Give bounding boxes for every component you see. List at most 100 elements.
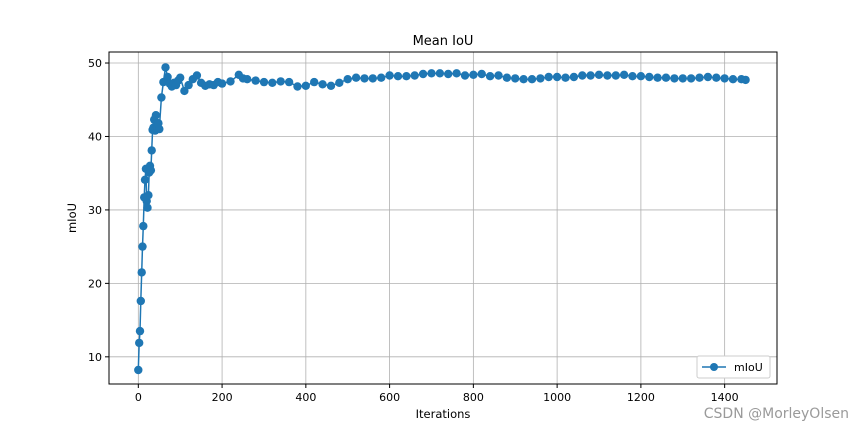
watermark: CSDN @MorleyOlsen [703, 406, 849, 422]
data-point [268, 78, 277, 88]
data-point [695, 73, 704, 82]
data-point [619, 70, 629, 80]
data-point [136, 296, 145, 306]
data-point [728, 75, 738, 84]
data-point [144, 191, 153, 200]
x-tick-label: 400 [295, 391, 316, 404]
data-point [741, 75, 750, 85]
data-point [670, 74, 679, 83]
data-point [135, 326, 145, 336]
data-point [452, 69, 461, 78]
y-tick-label: 50 [88, 57, 102, 70]
data-point [310, 77, 319, 87]
data-point [485, 72, 495, 81]
data-point [686, 74, 696, 83]
data-point [611, 71, 620, 80]
data-point [138, 242, 147, 251]
data-point [157, 93, 166, 102]
y-axis-label: mIoU [65, 203, 79, 233]
data-point [259, 77, 269, 87]
y-tick-label: 30 [88, 204, 102, 217]
data-point [155, 124, 164, 134]
y-tick-label: 40 [88, 130, 102, 143]
x-tick-label: 200 [212, 391, 233, 404]
legend-marker [710, 363, 718, 371]
data-point [192, 71, 202, 80]
data-point [402, 72, 411, 81]
data-point [377, 73, 386, 82]
x-tick-label: 1400 [711, 391, 739, 404]
data-point [343, 75, 352, 84]
data-point [243, 75, 252, 84]
x-tick-label: 600 [379, 391, 400, 404]
data-point [569, 72, 579, 82]
data-point [147, 146, 156, 155]
data-point [703, 72, 713, 82]
data-point [636, 72, 646, 81]
data-point [603, 71, 612, 80]
data-point [527, 75, 537, 84]
data-point [161, 63, 170, 72]
data-point [511, 74, 520, 83]
data-point [712, 73, 721, 82]
legend: mIoU [696, 355, 771, 379]
y-tick-label: 10 [88, 351, 102, 364]
data-point [301, 81, 310, 91]
data-point [469, 70, 478, 80]
data-point [360, 74, 369, 83]
data-point [418, 69, 428, 79]
data-point [146, 166, 156, 175]
data-point [137, 268, 146, 277]
data-point [393, 72, 403, 81]
data-point [494, 71, 503, 80]
y-axis-ticks: 10 20 30 40 50 [88, 57, 109, 364]
data-point [251, 76, 260, 85]
data-point [594, 70, 604, 80]
data-point [444, 69, 453, 79]
data-point [536, 74, 545, 83]
data-point [226, 77, 235, 86]
x-tick-label: 800 [463, 391, 484, 404]
data-point [661, 73, 671, 82]
data-point [217, 79, 227, 88]
x-tick-label: 1000 [543, 391, 571, 404]
data-point [140, 175, 150, 184]
data-point [335, 78, 344, 88]
data-point [139, 221, 148, 231]
data-point [163, 72, 172, 82]
legend-label: mIoU [734, 361, 763, 374]
chart-title: Mean IoU [413, 34, 474, 49]
data-point [368, 74, 377, 83]
data-point [385, 71, 394, 80]
data-point [502, 73, 512, 82]
data-point [586, 71, 595, 80]
data-point [628, 72, 637, 81]
x-axis-ticks: 0 200 400 600 800 1000 1200 1400 [135, 384, 739, 404]
data-point [435, 69, 445, 78]
data-point [318, 80, 327, 89]
data-point [720, 74, 729, 83]
gridlines [109, 52, 777, 384]
axes-frame [108, 51, 778, 385]
data-point [552, 72, 562, 82]
data-point [143, 203, 152, 212]
plot-area [134, 63, 750, 375]
y-tick-label: 20 [88, 277, 102, 290]
data-point [293, 82, 302, 91]
data-point [519, 75, 528, 84]
x-tick-label: 0 [135, 391, 142, 404]
data-point [134, 365, 143, 375]
data-point [176, 73, 185, 82]
data-point [351, 73, 361, 82]
data-point [427, 69, 436, 78]
x-tick-label: 1200 [627, 391, 655, 404]
x-axis-label: Iterations [416, 407, 471, 421]
data-point [460, 71, 470, 80]
data-point [326, 81, 336, 91]
data-point [544, 72, 553, 82]
data-point [561, 73, 570, 82]
data-point [276, 77, 285, 86]
data-point [151, 111, 161, 120]
data-point [578, 71, 587, 80]
